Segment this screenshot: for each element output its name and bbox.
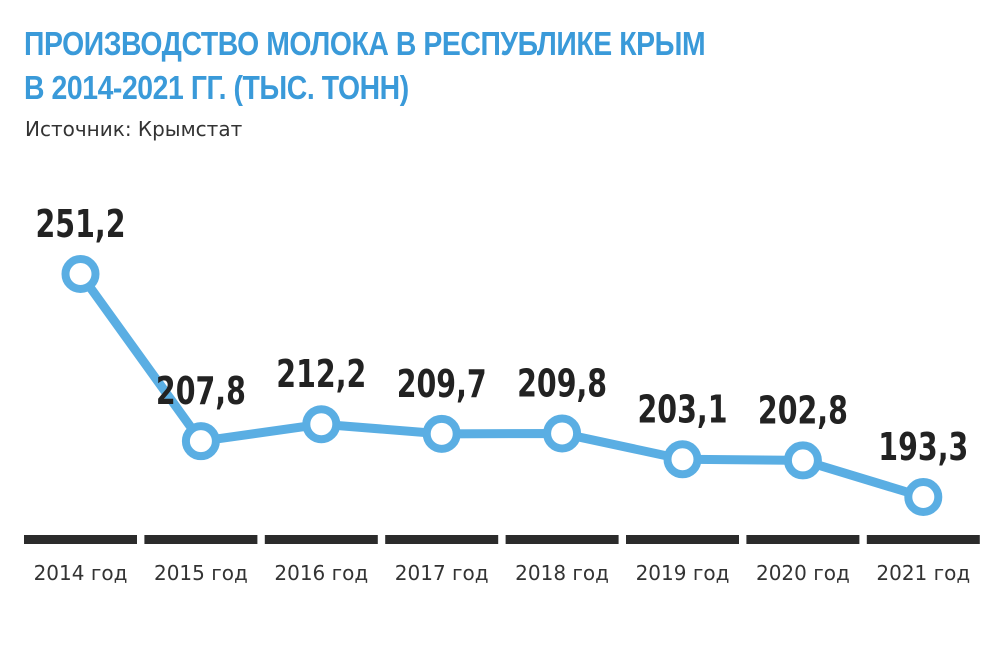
x-tick-label: 2020 год xyxy=(756,561,850,585)
data-label: 209,7 xyxy=(397,362,487,406)
data-label: 203,1 xyxy=(638,387,728,431)
x-tick-label: 2015 год xyxy=(154,561,248,585)
data-labels: 251,2 207,8 212,2 209,7 209,8 203,1 202,8 193,3 xyxy=(36,202,969,469)
chart-title: ПРОИЗВОДСТВО МОЛОКА В РЕСПУБЛИКЕ КРЫМ В … xyxy=(24,22,706,110)
data-point xyxy=(61,255,100,293)
data-point xyxy=(181,422,220,461)
data-point xyxy=(302,405,341,444)
chart-title-line-1: ПРОИЗВОДСТВО МОЛОКА В РЕСПУБЛИКЕ КРЫМ xyxy=(24,25,706,62)
axis-segment-1 xyxy=(144,535,258,544)
series-line xyxy=(76,269,928,502)
data-label: 212,2 xyxy=(276,352,366,396)
x-tick-label: 2019 год xyxy=(636,561,730,585)
x-axis: 2014 год 2015 год 2016 год 2017 год 2018 год… xyxy=(24,535,980,585)
data-points xyxy=(61,255,943,516)
x-tick-label: 2018 год xyxy=(515,561,609,585)
data-point xyxy=(783,441,822,480)
data-point xyxy=(422,414,461,453)
series-line-layer xyxy=(76,269,928,502)
x-tick-label: 2021 год xyxy=(876,561,970,585)
axis-segment-7 xyxy=(866,535,980,544)
x-tick-label: 2016 год xyxy=(274,561,368,585)
axis-segment-6 xyxy=(746,535,860,544)
data-label: 193,3 xyxy=(878,425,968,469)
axis-segment-2 xyxy=(264,535,378,544)
axis-segment-4 xyxy=(505,535,619,544)
data-label: 251,2 xyxy=(36,202,126,246)
axis-segment-5 xyxy=(626,535,739,544)
data-point xyxy=(543,414,582,453)
axis-segment-3 xyxy=(385,535,499,544)
data-label: 207,8 xyxy=(156,369,246,413)
data-label: 209,8 xyxy=(517,361,607,405)
x-tick-label: 2014 год xyxy=(34,561,128,585)
x-tick-label: 2017 год xyxy=(395,561,489,585)
chart-title-line-2: В 2014-2021 ГГ. (ТЫС. ТОНН) xyxy=(24,69,409,106)
data-point xyxy=(663,440,702,479)
source-note: Источник: Крымстат xyxy=(25,117,243,141)
axis-segment-0 xyxy=(24,535,137,544)
data-point xyxy=(904,478,943,516)
data-label: 202,8 xyxy=(758,388,848,432)
